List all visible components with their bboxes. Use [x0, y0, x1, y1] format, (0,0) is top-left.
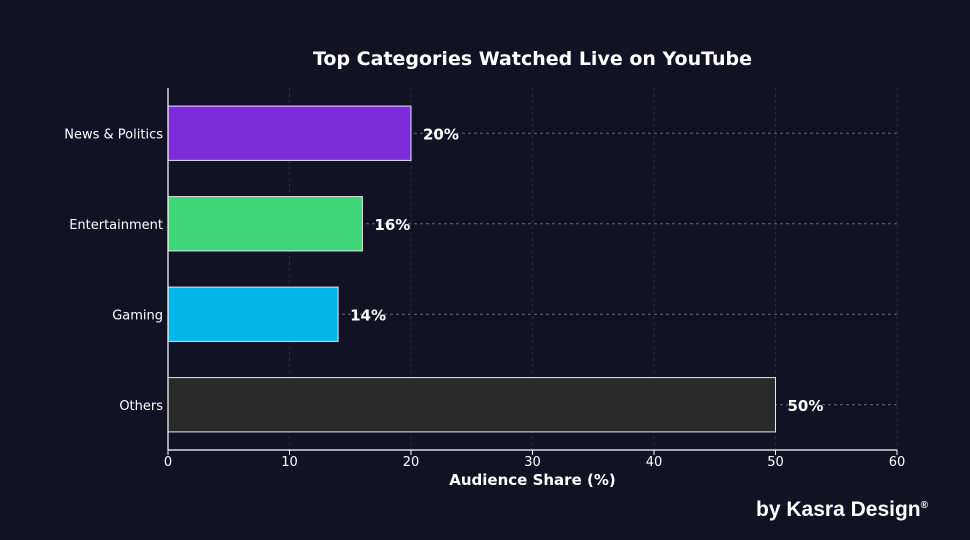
x-tick-label: 10	[281, 455, 298, 470]
registered-mark: ®	[920, 500, 928, 511]
bar	[167, 286, 339, 342]
x-axis-title: Audience Share (%)	[449, 471, 615, 489]
y-tick-label: Others	[119, 399, 163, 414]
y-tick-label: Gaming	[112, 308, 163, 323]
x-tick-label: 40	[646, 455, 663, 470]
x-tick-label: 30	[524, 455, 541, 470]
data-label: 14%	[350, 306, 386, 324]
data-label: 20%	[423, 125, 459, 143]
bar	[167, 377, 776, 433]
x-tick-label: 50	[767, 455, 784, 470]
x-tick-label: 20	[403, 455, 420, 470]
credit-text: by Kasra Design®	[756, 498, 928, 522]
x-tick-label: 60	[889, 455, 906, 470]
data-label: 50%	[788, 397, 824, 415]
x-tick-label: 0	[164, 455, 172, 470]
chart-title: Top Categories Watched Live on YouTube	[312, 48, 753, 70]
y-tick-label: News & Politics	[64, 127, 163, 142]
y-tick-label: Entertainment	[69, 218, 163, 233]
data-label: 16%	[374, 216, 410, 234]
bar	[167, 105, 412, 161]
credit-label: by Kasra Design	[756, 498, 921, 521]
bar	[167, 196, 363, 252]
